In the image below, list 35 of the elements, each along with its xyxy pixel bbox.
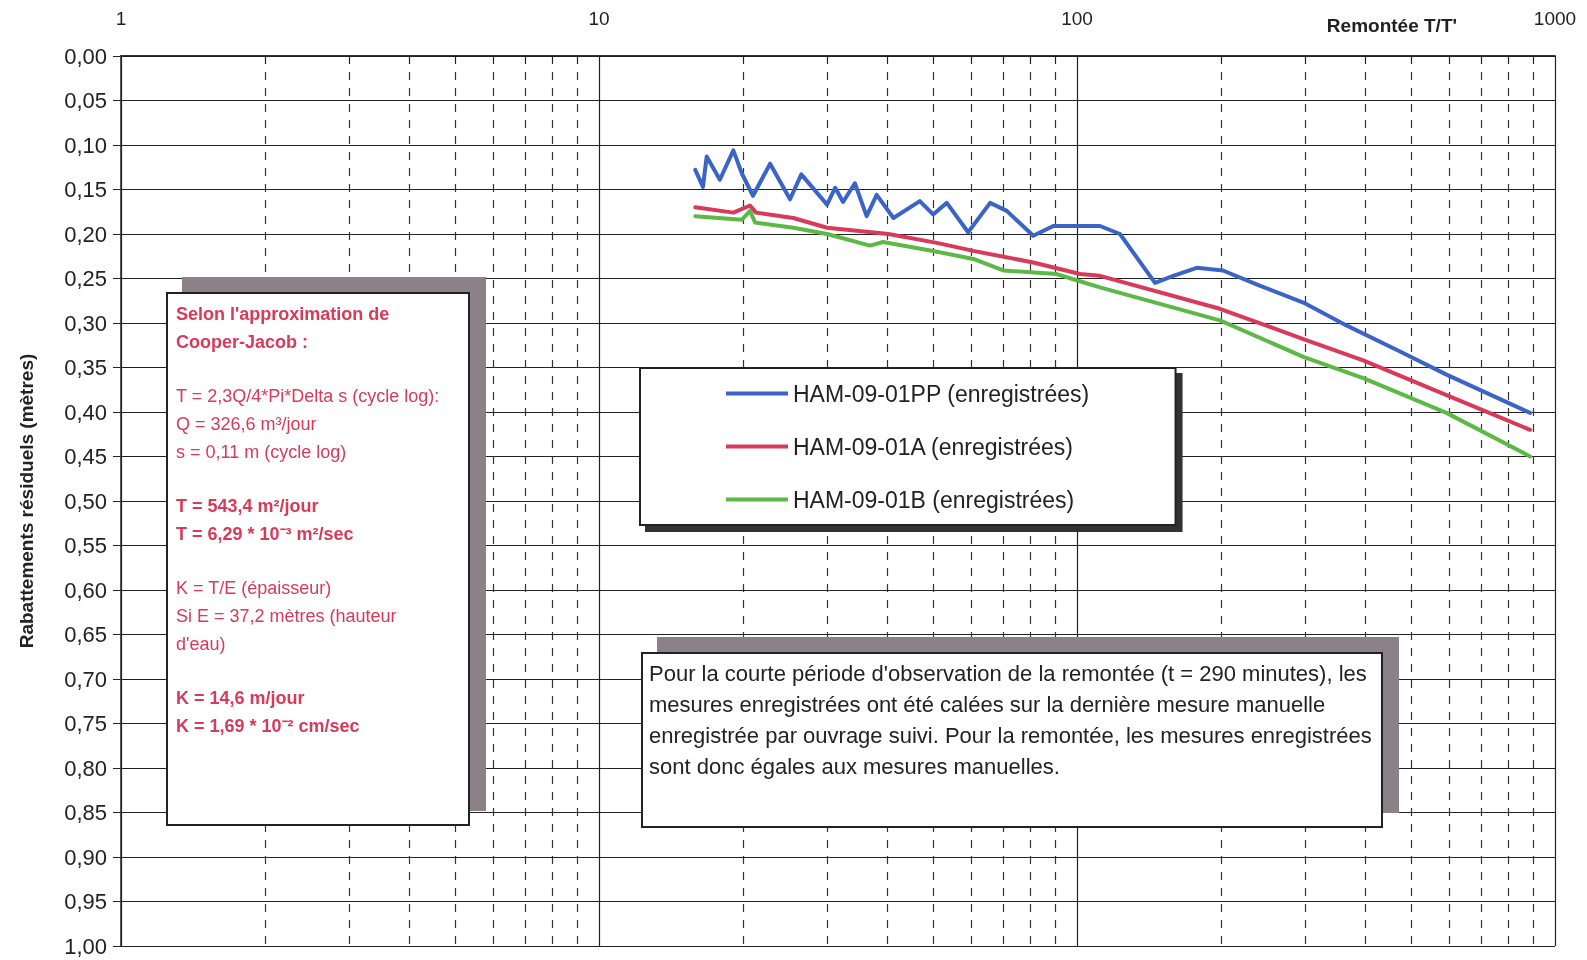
annotation: K = 14,6 m/jour K = 1,69 * 10⁻² cm/sec xyxy=(176,687,361,738)
y-tick-label: 0,85 xyxy=(64,800,107,825)
y-axis-title: Rabattements résiduels (mètres) xyxy=(16,353,37,649)
y-tick-label: 0,25 xyxy=(64,266,107,291)
y-tick-label: 0,15 xyxy=(64,177,107,202)
legend-label: HAM-09-01B (enregistrées) xyxy=(793,486,1075,513)
x-axis-title: Remontée T/T' xyxy=(1326,15,1458,36)
y-tick-label: 0,65 xyxy=(64,622,107,647)
y-tick-label: 0,10 xyxy=(64,132,107,158)
y-tick-label: 0,70 xyxy=(64,666,107,692)
annotation: T = 543,4 m²/jour T = 6,29 * 10⁻³ m²/sec xyxy=(176,495,355,546)
y-tick-label: 0,45 xyxy=(64,444,107,469)
y-tick-label: 0,55 xyxy=(64,533,107,558)
y-tick-label: 1,00 xyxy=(64,933,107,959)
x-tick-label: 1000 xyxy=(1533,8,1577,29)
y-tick-label: 0,40 xyxy=(64,399,107,425)
y-tick-label: 0,80 xyxy=(64,755,107,781)
y-tick-label: 0,00 xyxy=(64,43,107,69)
y-tick-label: 0,50 xyxy=(64,488,107,514)
x-tick-label: 1 xyxy=(115,8,127,29)
annotation: Selon l'approximation de Cooper-Jacob : xyxy=(176,303,391,354)
legend-label: HAM-09-01PP (enregistrées) xyxy=(793,380,1090,407)
y-tick-label: 0,05 xyxy=(64,88,107,113)
annotation: K = T/E (épaisseur) Si E = 37,2 mètres (hauteur d'eau) xyxy=(176,577,398,656)
y-tick-label: 0,35 xyxy=(64,355,107,380)
legend-label: HAM-09-01A (enregistrées) xyxy=(793,433,1073,460)
y-tick-label: 0,60 xyxy=(64,577,107,603)
y-tick-label: 0,20 xyxy=(64,221,107,247)
annotation: T = 2,3Q/4*Pi*Delta s (cycle log): Q = 326,6 m³/jour s = 0,11 m (cycle log) xyxy=(176,385,441,464)
y-tick-label: 0,90 xyxy=(64,844,107,870)
y-tick-label: 0,75 xyxy=(64,711,107,736)
y-tick-label: 0,95 xyxy=(64,889,107,914)
x-tick-label: 10 xyxy=(588,8,610,29)
x-tick-label: 100 xyxy=(1061,8,1093,29)
y-tick-label: 0,30 xyxy=(64,310,107,336)
